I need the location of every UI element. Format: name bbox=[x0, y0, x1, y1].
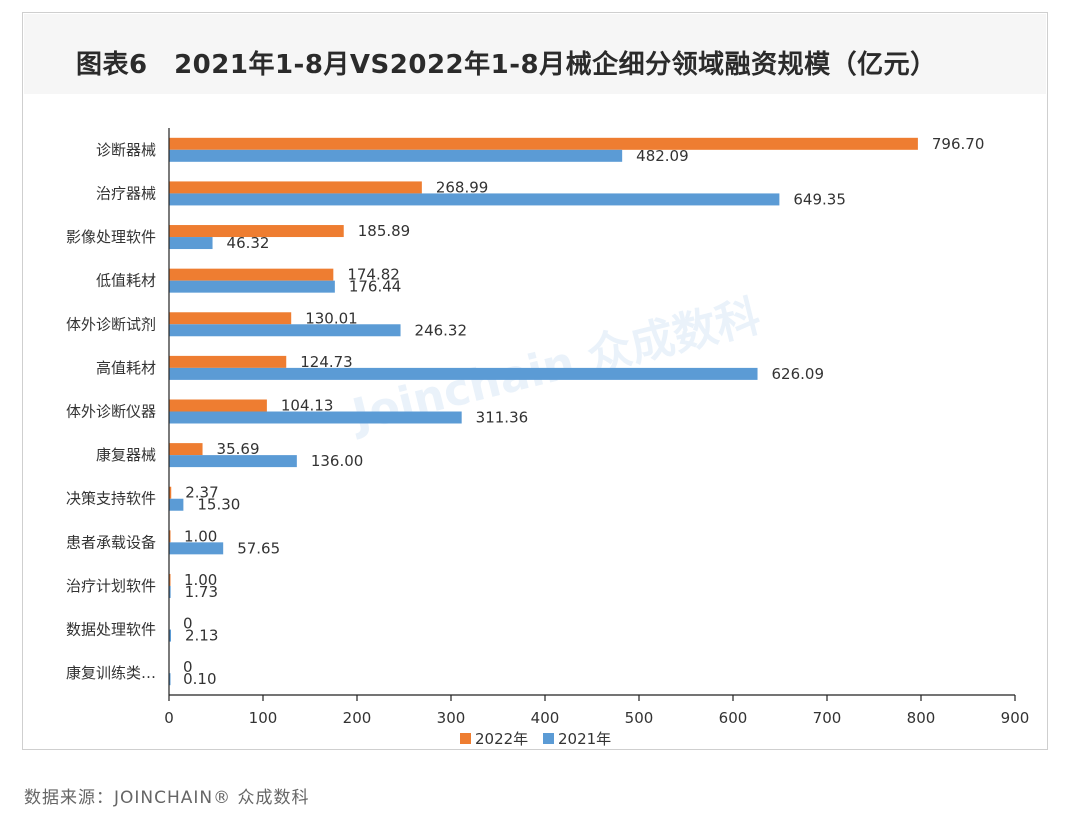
data-label: 174.82 bbox=[347, 266, 400, 284]
data-label: 649.35 bbox=[793, 190, 846, 208]
bar-2022 bbox=[169, 443, 203, 456]
category-label: 决策支持软件 bbox=[66, 490, 156, 508]
bar-2021 bbox=[169, 629, 172, 642]
data-label: 2.37 bbox=[185, 484, 218, 502]
legend-swatch-2022 bbox=[460, 733, 471, 744]
data-label: 268.99 bbox=[436, 178, 489, 196]
data-label: 57.65 bbox=[237, 539, 280, 557]
x-tick-label: 200 bbox=[343, 709, 372, 727]
data-label: 124.73 bbox=[300, 353, 353, 371]
bar-2022 bbox=[169, 181, 422, 194]
category-label: 体外诊断仪器 bbox=[66, 403, 156, 421]
data-label: 176.44 bbox=[349, 278, 402, 296]
category-label: 影像处理软件 bbox=[66, 228, 156, 246]
bar-2021 bbox=[169, 367, 758, 380]
data-label: 0 bbox=[183, 615, 193, 633]
data-label: 311.36 bbox=[476, 409, 529, 427]
category-label: 患者承载设备 bbox=[66, 533, 156, 551]
x-tick-label: 100 bbox=[249, 709, 278, 727]
data-label: 1.73 bbox=[185, 583, 218, 601]
data-label: 2.13 bbox=[185, 627, 218, 645]
bar-2022 bbox=[169, 268, 334, 281]
x-tick-label: 0 bbox=[164, 709, 174, 727]
category-label: 治疗计划软件 bbox=[66, 577, 156, 595]
bar-2021 bbox=[169, 149, 623, 162]
data-label: 796.70 bbox=[932, 135, 985, 153]
bar-2021 bbox=[169, 455, 297, 468]
data-label: 35.69 bbox=[217, 440, 260, 458]
bar-2021 bbox=[169, 585, 171, 598]
legend-label: 2022年 bbox=[475, 730, 528, 748]
category-label: 数据处理软件 bbox=[66, 621, 156, 639]
x-tick-label: 500 bbox=[625, 709, 654, 727]
bar-2021 bbox=[169, 673, 171, 686]
bar-2021 bbox=[169, 498, 184, 511]
category-label: 诊断器械 bbox=[96, 141, 156, 159]
bar-2021 bbox=[169, 542, 224, 555]
bar-2022 bbox=[169, 225, 344, 238]
legend-label: 2021年 bbox=[558, 730, 611, 748]
bar-2022 bbox=[169, 355, 287, 368]
data-label: 482.09 bbox=[636, 147, 689, 165]
bar-2021 bbox=[169, 324, 401, 337]
x-tick-label: 900 bbox=[1001, 709, 1030, 727]
data-label: 136.00 bbox=[311, 452, 364, 470]
category-label: 高值耗材 bbox=[96, 359, 156, 377]
data-label: 46.32 bbox=[227, 234, 270, 252]
x-tick-label: 700 bbox=[813, 709, 842, 727]
bar-2021 bbox=[169, 193, 780, 206]
category-label: 体外诊断试剂 bbox=[66, 315, 156, 333]
category-label: 康复器械 bbox=[96, 446, 156, 464]
category-label: 康复训练类… bbox=[66, 664, 156, 682]
data-label: 246.32 bbox=[415, 321, 468, 339]
data-label: 15.30 bbox=[197, 496, 240, 514]
chart-frame: 图表6 2021年1-8月VS2022年1-8月械企细分领域融资规模（亿元） bbox=[22, 12, 1048, 750]
x-tick-label: 800 bbox=[907, 709, 936, 727]
category-label: 治疗器械 bbox=[96, 184, 156, 202]
x-tick-label: 300 bbox=[437, 709, 466, 727]
bar-2022 bbox=[169, 399, 267, 412]
data-label: 0 bbox=[183, 658, 193, 676]
bar-2022 bbox=[169, 312, 292, 325]
bar-2021 bbox=[169, 280, 335, 293]
data-label: 104.13 bbox=[281, 397, 334, 415]
bar-2022 bbox=[169, 486, 172, 499]
bar-2022 bbox=[169, 573, 171, 586]
data-label: 626.09 bbox=[772, 365, 825, 383]
bar-2021 bbox=[169, 237, 213, 250]
x-tick-label: 600 bbox=[719, 709, 748, 727]
legend-swatch-2021 bbox=[543, 733, 554, 744]
category-label: 低值耗材 bbox=[96, 272, 156, 290]
data-label: 1.00 bbox=[184, 571, 217, 589]
data-label: 185.89 bbox=[358, 222, 411, 240]
bar-2022 bbox=[169, 137, 918, 150]
data-label: 1.00 bbox=[184, 527, 217, 545]
bar-2022 bbox=[169, 530, 171, 543]
data-label: 130.01 bbox=[305, 309, 358, 327]
data-label: 0.10 bbox=[183, 670, 216, 688]
chart-title: 图表6 2021年1-8月VS2022年1-8月械企细分领域融资规模（亿元） bbox=[76, 50, 937, 80]
source-note: 数据来源：JOINCHAIN® 众成数科 bbox=[24, 788, 310, 808]
title-bar: 图表6 2021年1-8月VS2022年1-8月械企细分领域融资规模（亿元） bbox=[24, 14, 1046, 94]
bar-2021 bbox=[169, 411, 462, 424]
x-tick-label: 400 bbox=[531, 709, 560, 727]
